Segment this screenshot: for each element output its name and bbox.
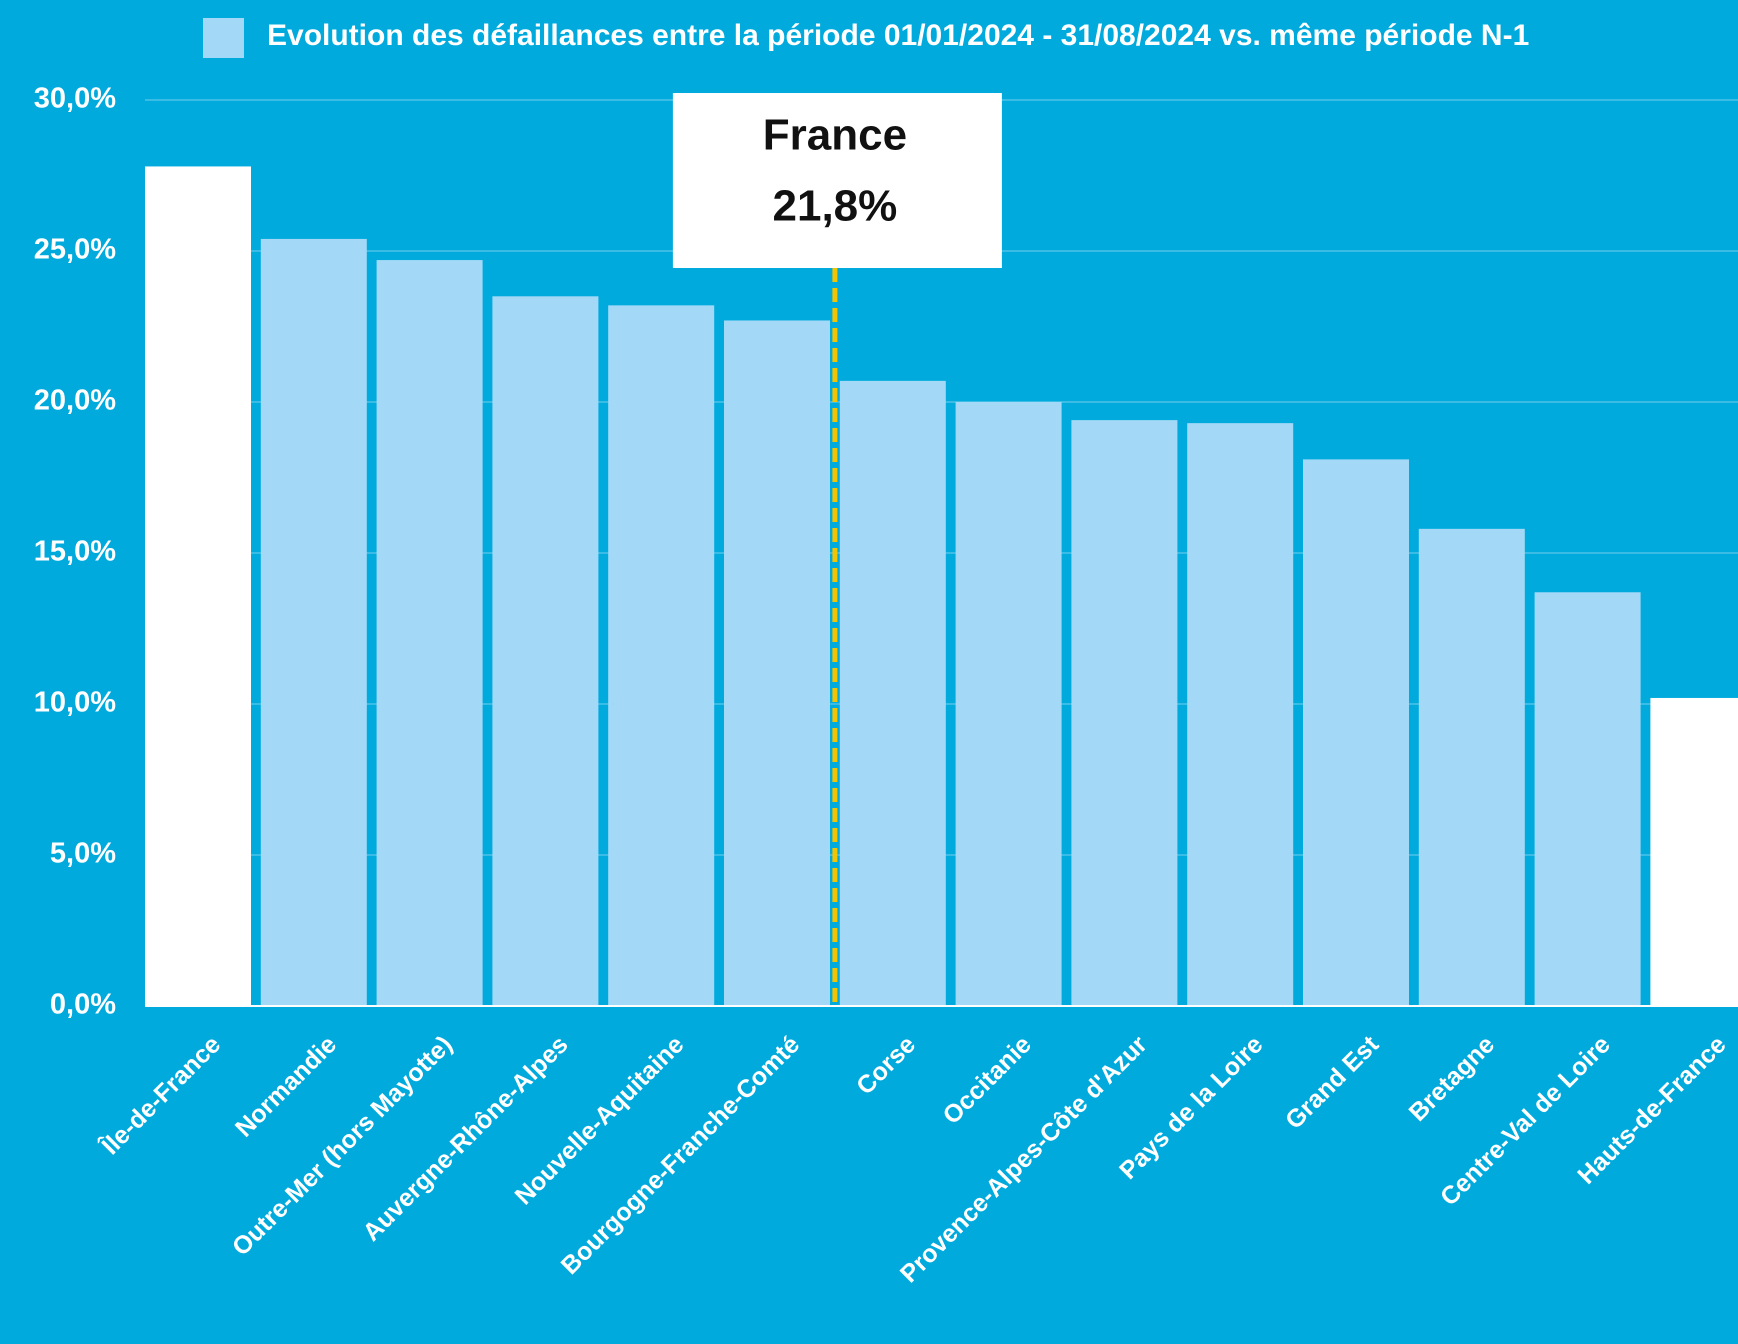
bar — [145, 166, 251, 1006]
reference-label: 21,8% — [773, 182, 898, 231]
bar — [376, 260, 483, 1006]
reference-box — [672, 93, 1002, 268]
y-tick-label: 20,0% — [34, 385, 116, 417]
bar — [1303, 459, 1409, 1006]
bar — [1187, 423, 1294, 1006]
y-tick-label: 10,0% — [34, 687, 116, 719]
legend-label: Evolution des défaillances entre la péri… — [267, 19, 1529, 52]
bar — [1071, 420, 1178, 1006]
reference-name: France — [763, 111, 907, 160]
y-tick-label: 5,0% — [50, 838, 116, 870]
y-tick-label: 15,0% — [34, 536, 116, 568]
bar — [839, 380, 946, 1006]
bar — [260, 238, 367, 1007]
legend-swatch — [203, 18, 244, 58]
bar — [724, 320, 830, 1007]
bar — [608, 305, 715, 1006]
bar — [492, 296, 599, 1006]
y-tick-label: 25,0% — [34, 234, 116, 266]
y-tick-label: 0,0% — [50, 989, 116, 1021]
bar — [1534, 592, 1641, 1006]
bar — [955, 402, 1062, 1006]
bar — [1418, 528, 1525, 1006]
bar — [1650, 697, 1738, 1006]
y-tick-label: 30,0% — [34, 83, 116, 115]
